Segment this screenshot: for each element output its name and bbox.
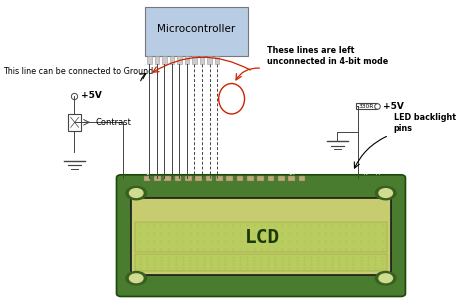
Text: LCD: LCD <box>245 228 280 247</box>
Bar <box>170 56 174 64</box>
Text: 330R: 330R <box>359 103 374 109</box>
Bar <box>299 176 305 181</box>
Bar <box>185 176 191 181</box>
Bar <box>164 176 171 181</box>
Bar <box>200 56 204 64</box>
Text: Microcontroller: Microcontroller <box>157 24 236 34</box>
FancyBboxPatch shape <box>135 222 387 252</box>
Text: LED backlight
pins: LED backlight pins <box>394 113 456 133</box>
Text: 14: 14 <box>288 171 295 176</box>
Circle shape <box>129 274 143 282</box>
Bar <box>227 176 233 181</box>
Text: K: K <box>364 171 367 176</box>
FancyBboxPatch shape <box>131 198 392 275</box>
Circle shape <box>379 274 392 282</box>
FancyBboxPatch shape <box>145 7 248 56</box>
Circle shape <box>126 186 146 200</box>
Bar <box>154 176 161 181</box>
Text: Contrast: Contrast <box>95 118 131 127</box>
Bar <box>206 176 212 181</box>
Text: These lines are left
unconnected in 4-bit mode: These lines are left unconnected in 4-bi… <box>267 46 388 66</box>
FancyBboxPatch shape <box>135 254 387 271</box>
Bar <box>268 176 274 181</box>
Circle shape <box>129 189 143 197</box>
Bar <box>175 176 182 181</box>
Bar <box>257 176 264 181</box>
Text: 1: 1 <box>146 171 149 176</box>
Circle shape <box>379 189 392 197</box>
Bar <box>147 56 152 64</box>
Bar <box>289 176 295 181</box>
Bar <box>216 176 223 181</box>
Bar <box>177 56 182 64</box>
Text: +5V: +5V <box>81 91 102 100</box>
Bar <box>195 176 202 181</box>
Bar <box>144 176 150 181</box>
Bar <box>68 114 81 131</box>
Circle shape <box>375 186 396 200</box>
Bar <box>155 56 159 64</box>
Bar <box>185 56 189 64</box>
Text: +5V: +5V <box>383 102 404 111</box>
Bar <box>207 56 212 64</box>
Circle shape <box>126 271 146 285</box>
Bar <box>192 56 197 64</box>
FancyBboxPatch shape <box>117 175 405 297</box>
Text: A: A <box>376 171 380 176</box>
Bar <box>162 56 167 64</box>
Bar <box>247 176 254 181</box>
Bar <box>237 176 243 181</box>
Bar <box>215 56 219 64</box>
Bar <box>356 103 377 109</box>
Bar <box>278 176 285 181</box>
Circle shape <box>375 271 396 285</box>
Text: This line can be connected to Ground: This line can be connected to Ground <box>3 67 153 76</box>
